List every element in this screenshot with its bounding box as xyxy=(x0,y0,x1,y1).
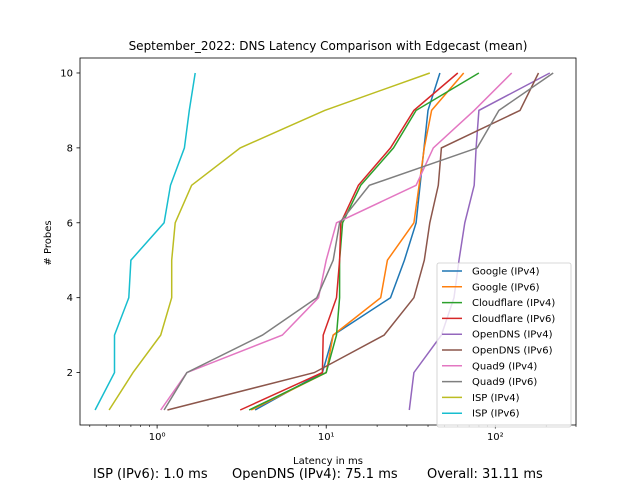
footer-isp-stat: ISP (IPv6): 1.0 ms xyxy=(93,467,208,480)
series-line-google-ipv4 xyxy=(254,72,441,411)
y-tick-label: 6 xyxy=(67,218,73,229)
legend-entry: ISP (IPv4) xyxy=(472,393,520,404)
plot-frame xyxy=(79,57,577,426)
x-tick-label: 10¹ xyxy=(318,432,335,443)
legend-entry: Quad9 (IPv6) xyxy=(472,377,537,388)
legend-box xyxy=(436,262,572,428)
legend-entry: OpenDNS (IPv4) xyxy=(472,330,553,341)
y-axis: 2 4 6 8 10 xyxy=(60,68,80,379)
y-tick-label: 2 xyxy=(67,368,73,379)
series-line-opendns-ipv4 xyxy=(408,72,551,411)
series-line-quad9-ipv6 xyxy=(163,72,554,411)
legend-entry: Google (IPv4) xyxy=(472,267,540,278)
series-line-cloudflare-ipv6 xyxy=(239,72,459,411)
plot-lines xyxy=(94,72,554,411)
y-tick-label: 8 xyxy=(67,143,73,154)
legend-entry: Quad9 (IPv4) xyxy=(472,361,537,372)
x-axis-label: Latency in ms xyxy=(293,456,363,467)
chart-title: September_2022: DNS Latency Comparison w… xyxy=(129,39,528,53)
footer-opendns-stat: OpenDNS (IPv4): 75.1 ms xyxy=(232,467,398,480)
legend-entry: Cloudflare (IPv4) xyxy=(472,298,555,309)
legend-entry: OpenDNS (IPv6) xyxy=(472,346,553,357)
y-tick-label: 10 xyxy=(60,68,73,79)
legend-entry: Google (IPv6) xyxy=(472,282,540,293)
y-axis-label: # Probes xyxy=(43,220,54,265)
legend-entry: Cloudflare (IPv6) xyxy=(472,314,555,325)
x-tick-label: 10⁰ xyxy=(149,432,166,443)
series-line-isp-ipv6 xyxy=(94,72,196,411)
footer-overall-stat: Overall: 31.11 ms xyxy=(427,467,543,480)
series-line-quad9-ipv4 xyxy=(160,72,513,411)
series-line-opendns-ipv6 xyxy=(167,72,540,411)
x-tick-label: 10² xyxy=(487,432,504,443)
y-tick-label: 4 xyxy=(67,293,73,304)
series-line-isp-ipv4 xyxy=(108,72,431,411)
legend: Google (IPv4) Google (IPv6) Cloudflare (IP… xyxy=(436,262,572,428)
series-line-google-ipv6 xyxy=(250,72,465,411)
series-line-cloudflare-ipv4 xyxy=(248,72,480,411)
legend-entry: ISP (IPv6) xyxy=(472,409,520,420)
x-axis: 10⁰ 10¹ 10² xyxy=(89,425,577,443)
